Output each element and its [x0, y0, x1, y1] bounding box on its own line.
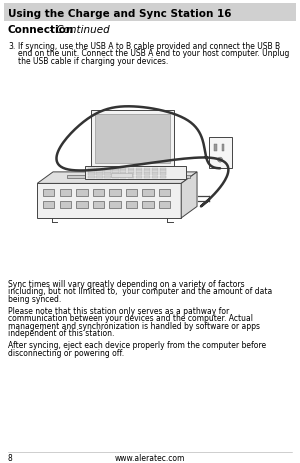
Polygon shape: [112, 174, 119, 176]
Polygon shape: [136, 171, 142, 173]
Text: disconnecting or powering off.: disconnecting or powering off.: [8, 348, 124, 357]
Polygon shape: [88, 171, 95, 173]
Text: After syncing, eject each device properly from the computer before: After syncing, eject each device properl…: [8, 341, 266, 350]
Polygon shape: [152, 171, 158, 173]
Text: independent of this station.: independent of this station.: [8, 329, 114, 338]
Polygon shape: [88, 177, 95, 179]
Polygon shape: [93, 190, 104, 197]
Polygon shape: [96, 174, 103, 176]
Polygon shape: [120, 174, 127, 176]
Text: Please note that this station only serves as a pathway for: Please note that this station only serve…: [8, 307, 229, 315]
Text: Using the Charge and Sync Station 16: Using the Charge and Sync Station 16: [8, 9, 232, 19]
Polygon shape: [160, 168, 166, 170]
Polygon shape: [128, 174, 134, 176]
Polygon shape: [76, 201, 88, 208]
Polygon shape: [96, 171, 103, 173]
Polygon shape: [111, 174, 132, 177]
Polygon shape: [144, 171, 150, 173]
Polygon shape: [88, 168, 95, 170]
Polygon shape: [43, 201, 55, 208]
Polygon shape: [112, 177, 119, 179]
Polygon shape: [128, 171, 134, 173]
Text: including, but not limited to,  your computer and the amount of data: including, but not limited to, your comp…: [8, 287, 272, 296]
Polygon shape: [181, 173, 197, 219]
Polygon shape: [152, 168, 158, 170]
Polygon shape: [144, 177, 150, 179]
Polygon shape: [68, 175, 190, 178]
Polygon shape: [109, 190, 121, 197]
Text: Connection: Connection: [8, 25, 74, 35]
Polygon shape: [152, 174, 158, 176]
Text: www.aleratec.com: www.aleratec.com: [115, 454, 185, 463]
Polygon shape: [136, 177, 142, 179]
Polygon shape: [128, 177, 134, 179]
Polygon shape: [59, 190, 71, 197]
Text: end on the unit. Connect the USB A end to your host computer. Unplug: end on the unit. Connect the USB A end t…: [18, 50, 290, 58]
Polygon shape: [144, 174, 150, 176]
Polygon shape: [208, 138, 232, 169]
Circle shape: [218, 158, 223, 163]
Polygon shape: [59, 201, 71, 208]
Text: being synced.: being synced.: [8, 294, 61, 303]
Text: If syncing, use the USB A to B cable provided and connect the USB B: If syncing, use the USB A to B cable pro…: [18, 42, 280, 51]
Polygon shape: [104, 168, 111, 170]
Polygon shape: [128, 168, 134, 170]
Text: the USB cable if charging your devices.: the USB cable if charging your devices.: [18, 57, 168, 66]
Polygon shape: [104, 171, 111, 173]
Polygon shape: [109, 201, 121, 208]
Text: - Continued: - Continued: [46, 25, 110, 35]
Polygon shape: [88, 174, 95, 176]
Polygon shape: [85, 167, 185, 180]
Polygon shape: [120, 177, 127, 179]
Polygon shape: [112, 168, 119, 170]
Polygon shape: [37, 173, 197, 184]
Polygon shape: [136, 168, 142, 170]
Text: 3.: 3.: [8, 42, 15, 51]
Polygon shape: [136, 174, 142, 176]
FancyBboxPatch shape: [4, 4, 296, 22]
Polygon shape: [160, 177, 166, 179]
Polygon shape: [144, 168, 150, 170]
Polygon shape: [96, 168, 103, 170]
Polygon shape: [96, 177, 103, 179]
Polygon shape: [214, 144, 217, 152]
Polygon shape: [159, 201, 170, 208]
Polygon shape: [120, 168, 127, 170]
Text: management and synchronization is handled by software or apps: management and synchronization is handle…: [8, 321, 260, 330]
Polygon shape: [37, 184, 181, 219]
Polygon shape: [120, 171, 127, 173]
Polygon shape: [126, 201, 137, 208]
Polygon shape: [142, 190, 154, 197]
Polygon shape: [142, 201, 154, 208]
Polygon shape: [104, 174, 111, 176]
Polygon shape: [76, 190, 88, 197]
Polygon shape: [95, 114, 170, 163]
Polygon shape: [126, 190, 137, 197]
Polygon shape: [160, 174, 166, 176]
Polygon shape: [112, 171, 119, 173]
Text: communication between your devices and the computer. Actual: communication between your devices and t…: [8, 314, 253, 323]
Polygon shape: [159, 190, 170, 197]
Polygon shape: [91, 111, 174, 167]
Text: 8: 8: [8, 454, 13, 463]
Polygon shape: [43, 190, 55, 197]
Polygon shape: [104, 177, 111, 179]
Polygon shape: [93, 201, 104, 208]
Polygon shape: [160, 171, 166, 173]
Polygon shape: [152, 177, 158, 179]
Polygon shape: [221, 144, 224, 152]
Text: Sync times will vary greatly depending on a variety of factors: Sync times will vary greatly depending o…: [8, 279, 244, 288]
